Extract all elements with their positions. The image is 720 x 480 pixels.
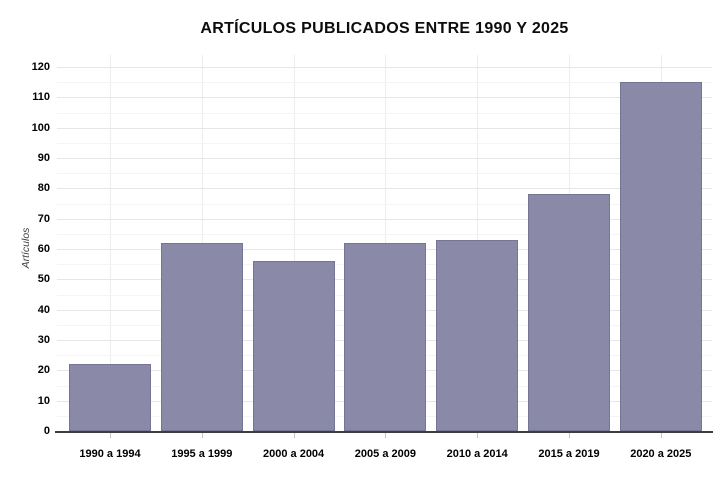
y-tick-label: 70	[37, 212, 50, 225]
y-tick-label: 30	[37, 334, 50, 346]
gridline-horizontal-minor	[57, 233, 712, 235]
x-tick-label: 1990 a 1994	[79, 448, 141, 460]
plot-panel	[57, 55, 712, 431]
x-tick-mark	[660, 433, 662, 438]
x-tick-mark	[477, 433, 479, 438]
bar-2010-a-2014	[436, 239, 519, 431]
x-tick-label: 2010 a 2014	[446, 448, 508, 460]
y-tick-label: 90	[37, 152, 50, 164]
gridline-horizontal-major	[57, 67, 712, 68]
bar-2000-a-2004	[252, 261, 335, 431]
y-tick-label: 120	[31, 61, 50, 73]
x-tick-label: 2000 a 2004	[263, 448, 325, 460]
y-tick-label: 0	[43, 425, 50, 437]
gridline-horizontal-major	[57, 218, 712, 220]
chart-title: ARTÍCULOS PUBLICADOS ENTRE 1990 Y 2025	[200, 20, 569, 37]
gridline-horizontal-major	[57, 158, 712, 159]
y-tick-label: 100	[31, 121, 50, 134]
gridline-horizontal-minor	[57, 173, 712, 175]
y-tick-label: 40	[37, 303, 50, 316]
gridline-horizontal-minor	[57, 203, 712, 205]
y-tick-label: 60	[37, 243, 50, 255]
bar-2020-a-2025	[619, 82, 702, 431]
x-tick-mark	[201, 433, 203, 438]
gridline-horizontal-minor	[57, 82, 712, 84]
x-tick-mark	[569, 433, 570, 438]
gridline-vertical	[110, 55, 111, 431]
gridline-horizontal-minor	[57, 112, 712, 114]
y-tick-label: 110	[32, 91, 50, 104]
x-tick-label: 2015 a 2019	[538, 448, 600, 460]
y-tick-label: 20	[37, 364, 50, 377]
x-axis-line	[55, 431, 713, 433]
y-tick-label: 10	[37, 394, 50, 407]
x-tick-label: 1995 a 1999	[171, 448, 233, 460]
y-tick-label: 50	[37, 273, 50, 286]
x-tick-mark	[293, 433, 295, 438]
gridline-horizontal-major	[57, 127, 712, 129]
gridline-horizontal-minor	[57, 142, 712, 144]
x-tick-label: 2020 a 2025	[630, 448, 692, 460]
bar-2015-a-2019	[528, 194, 610, 431]
x-tick-mark	[385, 433, 387, 438]
y-tick-label: 80	[37, 182, 50, 195]
bar-2005-a-2009	[344, 242, 427, 431]
x-tick-label: 2005 a 2009	[354, 448, 416, 460]
gridline-vertical	[293, 55, 295, 431]
x-tick-mark	[110, 433, 111, 438]
bar-1990-a-1994	[69, 364, 151, 431]
bar-1995-a-1999	[160, 242, 243, 431]
gridline-horizontal-major	[57, 97, 712, 99]
gridline-horizontal-major	[57, 188, 712, 190]
